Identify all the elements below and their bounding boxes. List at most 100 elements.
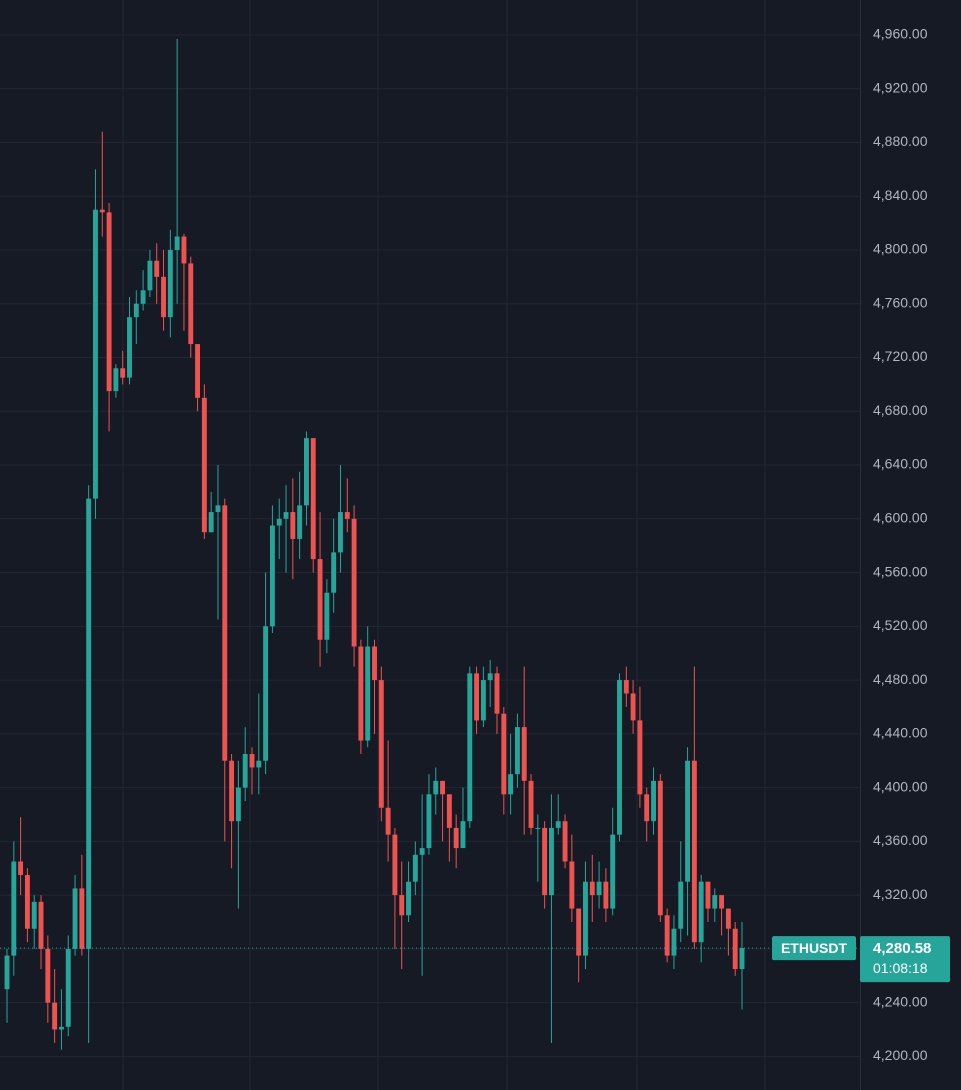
y-tick-label: 4,800.00 [873, 241, 928, 257]
candle-body [460, 821, 466, 849]
y-tick-label: 4,520.00 [873, 617, 928, 633]
symbol-label: ETHUSDT [781, 940, 848, 956]
candle-body [283, 512, 289, 519]
candle-body [154, 260, 160, 277]
candle-body [140, 290, 146, 304]
last-price-label: 4,280.58 [873, 940, 931, 957]
candle-body [589, 881, 595, 896]
candle-body [31, 901, 37, 929]
candle-body [174, 236, 180, 250]
candle-body [739, 948, 745, 970]
candle-body [113, 368, 119, 392]
y-tick-label: 4,480.00 [873, 671, 928, 687]
candle-body [358, 646, 364, 741]
candle-body [229, 760, 235, 822]
candle-body [412, 854, 418, 882]
y-tick-label: 4,600.00 [873, 509, 928, 525]
candle-body [419, 848, 425, 855]
countdown-label: 01:08:18 [873, 960, 928, 976]
candle-body [297, 505, 303, 539]
candle-body [52, 1002, 58, 1030]
candle-body [45, 948, 51, 1003]
candle-body [86, 498, 92, 949]
candle-body [542, 827, 548, 896]
candle-body [494, 673, 500, 714]
y-tick-label: 4,960.00 [873, 26, 928, 42]
y-tick-label: 4,400.00 [873, 778, 928, 794]
candle-body [93, 209, 98, 499]
y-tick-label: 4,560.00 [873, 563, 928, 579]
y-tick-label: 4,440.00 [873, 725, 928, 741]
candle-body [303, 438, 309, 506]
candle-body [133, 303, 139, 318]
candle-body [705, 881, 711, 909]
y-tick-label: 4,680.00 [873, 402, 928, 418]
candle-body [399, 895, 405, 916]
candle-body [392, 834, 398, 896]
candle-body [725, 908, 731, 929]
y-tick-label: 4,320.00 [873, 886, 928, 902]
candle-body [521, 727, 527, 781]
candle-body [603, 881, 609, 909]
candle-body [732, 928, 738, 970]
candle-body [38, 901, 44, 949]
candle-body [644, 794, 650, 822]
candle-body [691, 760, 697, 943]
candle-body [201, 397, 207, 533]
candle-body [719, 895, 725, 909]
candle-body [249, 753, 255, 768]
candle-body [79, 888, 85, 949]
candle-body [467, 673, 473, 822]
candle-body [372, 646, 377, 681]
candle-body [276, 518, 282, 526]
candle-body [256, 760, 262, 768]
candle-body [596, 881, 602, 896]
candle-body [290, 512, 296, 539]
candle-body [433, 780, 439, 795]
candle-body [528, 780, 534, 828]
candle-body [215, 505, 221, 513]
y-tick-label: 4,360.00 [873, 832, 928, 848]
symbol-tag [772, 936, 856, 961]
candle-body [188, 263, 194, 345]
candle-body [474, 673, 480, 721]
candle-body [378, 680, 384, 808]
candle-body [99, 209, 105, 213]
candle-body [678, 881, 684, 929]
candle-body [310, 438, 316, 560]
candle-body [671, 928, 677, 956]
candle-body [222, 505, 228, 761]
candle-body [406, 881, 411, 916]
candle-body [269, 525, 275, 627]
y-tick-label: 4,720.00 [873, 348, 928, 364]
candle-body [440, 780, 446, 795]
candle-body [72, 888, 78, 949]
candle-body [514, 727, 520, 775]
candle-body [147, 260, 153, 291]
candle-body [583, 881, 588, 956]
candle-body [317, 559, 323, 640]
candle-body [617, 680, 622, 835]
candle-body [235, 787, 241, 822]
candle-body [127, 317, 132, 378]
candle-body [623, 680, 629, 694]
candle-body [351, 518, 357, 647]
candle-body [426, 794, 432, 849]
candle-body [610, 834, 616, 909]
candle-body [242, 753, 248, 788]
y-tick-label: 4,240.00 [873, 993, 928, 1009]
candle-body [161, 276, 166, 318]
candle-body [637, 720, 643, 795]
candle-body [120, 368, 126, 378]
candle-body [65, 948, 71, 1027]
candle-body [181, 236, 187, 264]
candle-body [338, 512, 343, 553]
candle-body [331, 552, 337, 593]
candle-body [453, 827, 459, 849]
candle-body [208, 512, 214, 533]
candle-body [562, 821, 568, 862]
candle-body [18, 861, 24, 875]
